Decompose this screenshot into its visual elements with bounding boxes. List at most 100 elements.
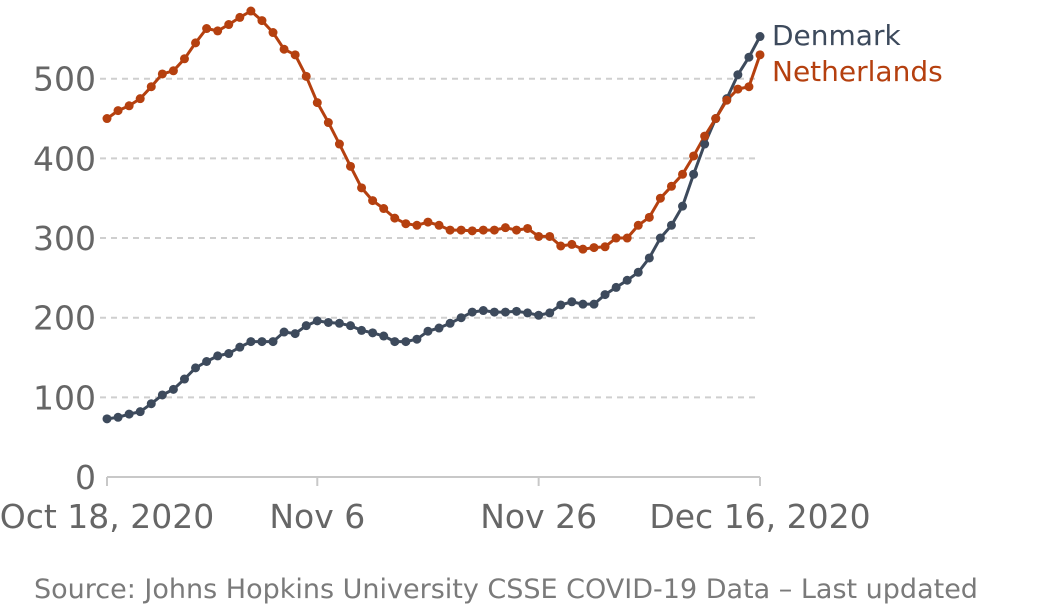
data-point-denmark [179, 374, 189, 384]
data-point-netherlands [456, 225, 466, 235]
data-point-denmark [611, 282, 621, 292]
data-point-denmark [534, 310, 544, 320]
data-point-denmark [689, 169, 699, 179]
data-point-denmark [102, 414, 112, 424]
data-point-denmark [224, 349, 234, 359]
y-tick-label: 200 [33, 299, 96, 338]
data-point-netherlands [257, 16, 267, 26]
data-point-netherlands [633, 220, 643, 230]
data-point-denmark [301, 321, 311, 331]
data-point-netherlands [368, 196, 378, 206]
data-point-denmark [755, 32, 765, 42]
data-point-denmark [268, 337, 278, 347]
data-point-denmark [578, 299, 588, 309]
data-point-denmark [412, 334, 422, 344]
data-point-netherlands [323, 118, 333, 128]
y-tick-label: 100 [33, 378, 96, 417]
data-point-netherlands [589, 243, 599, 253]
data-point-netherlands [545, 231, 555, 241]
data-point-netherlands [390, 213, 400, 223]
data-point-denmark [655, 233, 665, 243]
data-point-denmark [368, 328, 378, 338]
data-point-denmark [512, 306, 522, 316]
data-point-netherlands [246, 6, 256, 16]
data-point-netherlands [224, 20, 234, 30]
data-point-netherlands [135, 94, 145, 104]
data-point-denmark [700, 139, 710, 149]
data-point-denmark [545, 308, 555, 318]
data-point-denmark [146, 399, 156, 409]
data-point-denmark [312, 316, 322, 326]
y-tick-label: 400 [33, 139, 96, 178]
data-point-denmark [323, 317, 333, 327]
data-point-netherlands [157, 69, 167, 79]
data-point-netherlands [722, 95, 732, 105]
data-point-denmark [567, 297, 577, 307]
data-point-denmark [434, 323, 444, 333]
data-point-netherlands [202, 24, 212, 34]
x-axis-ticks: Oct 18, 2020 Nov 6 Nov 26 Dec 16, 2020 [0, 477, 871, 536]
data-point-netherlands [168, 66, 178, 76]
data-point-denmark [456, 313, 466, 323]
data-point-netherlands [401, 219, 411, 229]
y-tick-label: 500 [33, 60, 96, 99]
data-point-denmark [644, 253, 654, 263]
data-point-denmark [290, 329, 300, 339]
data-point-netherlands [179, 54, 189, 64]
data-point-denmark [257, 337, 267, 347]
data-point-denmark [467, 307, 477, 317]
data-point-denmark [556, 300, 566, 310]
data-point-denmark [622, 275, 632, 285]
y-axis-tick-labels: 0 100 200 300 400 500 [33, 60, 96, 497]
data-point-netherlands [489, 225, 499, 235]
data-point-denmark [744, 52, 754, 62]
data-point-netherlands [644, 212, 654, 222]
data-point-denmark [202, 357, 212, 366]
data-point-netherlands [689, 151, 699, 161]
data-point-netherlands [279, 44, 289, 54]
data-point-netherlands [445, 225, 455, 235]
data-point-netherlands [467, 226, 477, 236]
data-point-denmark [357, 325, 367, 335]
data-point-netherlands [146, 82, 156, 92]
data-point-netherlands [678, 169, 688, 179]
data-point-netherlands [500, 223, 510, 233]
data-point-denmark [135, 407, 145, 417]
x-tick-label: Nov 6 [269, 497, 365, 536]
data-point-netherlands [268, 28, 278, 38]
data-point-denmark [478, 306, 488, 316]
data-point-denmark [733, 70, 743, 80]
data-point-denmark [489, 307, 499, 317]
series-points [102, 6, 765, 424]
data-point-netherlands [102, 114, 112, 124]
data-point-netherlands [567, 239, 577, 249]
data-point-netherlands [412, 220, 422, 230]
data-point-denmark [168, 384, 178, 394]
data-point-denmark [157, 390, 167, 400]
x-tick-label: Nov 26 [480, 497, 597, 536]
data-point-netherlands [191, 38, 201, 48]
data-point-netherlands [600, 242, 610, 252]
data-point-denmark [191, 363, 201, 373]
data-point-netherlands [733, 84, 743, 94]
data-point-denmark [279, 327, 289, 337]
data-point-denmark [678, 201, 688, 211]
data-point-denmark [523, 308, 533, 318]
data-point-netherlands [290, 50, 300, 60]
data-point-netherlands [700, 131, 710, 141]
data-point-netherlands [213, 26, 223, 36]
data-point-netherlands [556, 241, 566, 251]
series-line-netherlands [106, 9, 762, 251]
legend-label-netherlands: Netherlands [772, 55, 943, 88]
data-point-netherlands [301, 71, 311, 81]
y-tick-label: 0 [75, 458, 96, 497]
data-point-netherlands [124, 101, 134, 111]
source-note: Source: Johns Hopkins University CSSE CO… [34, 574, 978, 605]
data-point-denmark [401, 337, 411, 347]
data-point-denmark [345, 321, 355, 331]
data-point-denmark [213, 351, 223, 361]
data-point-denmark [379, 331, 389, 341]
data-point-denmark [113, 412, 123, 422]
data-point-netherlands [235, 12, 245, 22]
